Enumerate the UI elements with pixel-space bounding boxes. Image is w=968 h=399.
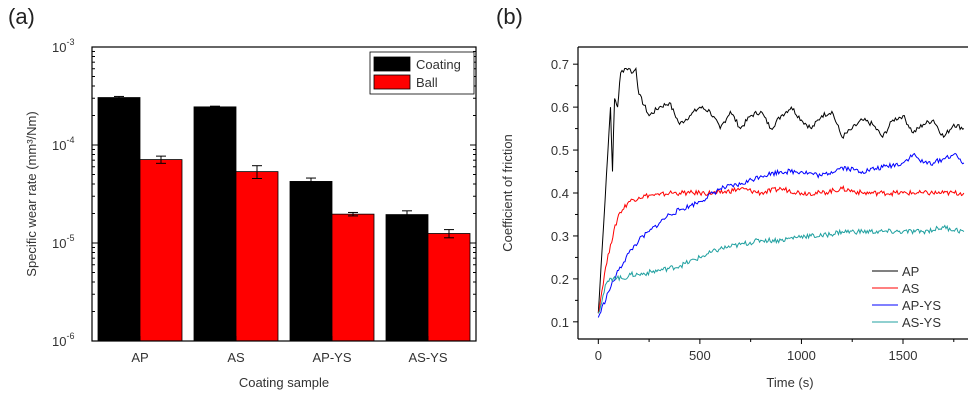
x-tick-label: 1000 — [787, 348, 816, 363]
panel-a-label: (a) — [8, 4, 35, 29]
legend-label-ball: Ball — [416, 75, 438, 90]
bar-ball-as — [235, 171, 279, 342]
x-tick-label: AS-YS — [408, 350, 447, 365]
bar-coating-ap — [97, 97, 141, 342]
x-axis-label: Coating sample — [239, 375, 329, 390]
friction-line-chart: 0.1 0.2 0.3 0.4 0.5 0.6 0.7 0 500 1000 1500 Time (s… — [500, 46, 968, 390]
y-tick-label: 0.3 — [551, 229, 569, 244]
bar-ball-ap-ys — [331, 213, 375, 342]
bar-ball-ap — [139, 159, 183, 342]
x-tick-label: 500 — [689, 348, 711, 363]
y-tick-label: 10-6 — [52, 331, 74, 349]
plot-frame — [91, 46, 477, 342]
y-tick-label: 0.6 — [551, 100, 569, 115]
y-tick-label: 0.1 — [551, 315, 569, 330]
series-line-as — [597, 185, 965, 314]
bar-coating-as — [193, 106, 237, 342]
legend-label-ap-ys: AP-YS — [902, 298, 941, 313]
bar-ball-as-ys — [427, 233, 471, 342]
x-tick-label: 0 — [595, 348, 602, 363]
x-axis-label: Time (s) — [766, 375, 813, 390]
legend-label-ap: AP — [902, 264, 919, 279]
y-tick-label: 0.7 — [551, 57, 569, 72]
x-tick-label: AS — [227, 350, 245, 365]
x-tick-label: AP — [131, 350, 148, 365]
bar-coating-as-ys — [385, 214, 429, 342]
y-axis-label: Coefficient of friction — [500, 134, 515, 252]
y-tick-label: 0.5 — [551, 143, 569, 158]
legend-label-coating: Coating — [416, 57, 461, 72]
series-line-ap-ys — [597, 152, 965, 318]
y-tick-label: 0.4 — [551, 186, 569, 201]
legend-label-as: AS — [902, 281, 920, 296]
legend-swatch-coating — [373, 56, 411, 72]
legend-label-as-ys: AS-YS — [902, 315, 941, 330]
x-tick-label: 1500 — [889, 348, 918, 363]
series-line-ap — [597, 67, 965, 314]
legend-swatch-ball — [373, 74, 411, 90]
y-tick-label: 10-3 — [52, 37, 74, 55]
series-line-as-ys — [597, 224, 965, 314]
y-tick-label: 10-4 — [52, 135, 74, 153]
y-tick-label: 0.2 — [551, 272, 569, 287]
bar-coating-ap-ys — [289, 181, 333, 342]
y-tick-label: 10-5 — [52, 233, 74, 251]
x-tick-label: AP-YS — [312, 350, 351, 365]
wear-rate-bar-chart: 10-6 10-5 10-4 10-3 AP AS AP-YS AS-YS Coating sa… — [24, 37, 477, 390]
panel-b-label: (b) — [496, 4, 523, 29]
y-axis-label: Specific wear rate (mm³/Nm) — [24, 111, 39, 276]
